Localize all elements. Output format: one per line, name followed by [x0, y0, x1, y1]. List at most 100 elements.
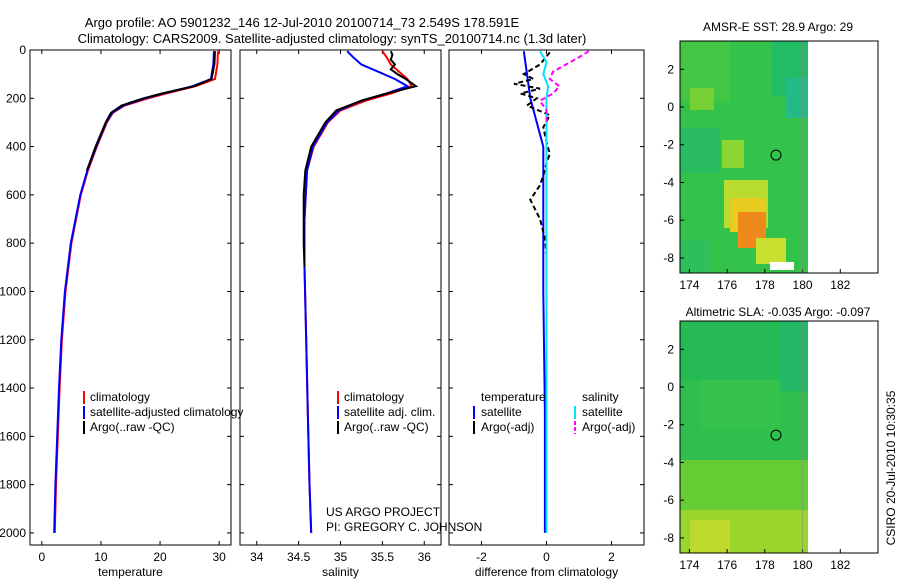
series-line-climatology: [303, 50, 414, 533]
x-tick-label: -2: [476, 550, 487, 564]
sst-map-title: AMSR-E SST: 28.9 Argo: 29: [703, 20, 853, 34]
sst-field-nodata: [770, 262, 794, 270]
temperature-panel-frame: [29, 49, 232, 546]
x-tick-label: 0: [38, 550, 45, 564]
y-tick-label: 1000: [0, 284, 26, 298]
sst-field-teal-1: [786, 78, 808, 118]
y-tick-label: 1600: [0, 429, 26, 443]
map-x-tick-label: 176: [717, 558, 737, 572]
x-axis-label: difference from climatology: [475, 565, 618, 579]
map-x-tick-label: 174: [679, 278, 699, 292]
legend-label-temp-argo: Argo(-adj): [481, 420, 534, 434]
map-y-tick-label: -2: [663, 138, 674, 152]
sla-map-field: [680, 321, 808, 553]
series-line-temperature-argo-adj-: [513, 51, 552, 256]
legend-label-climatology: climatology: [90, 390, 150, 404]
sst-map-field: [680, 41, 808, 273]
salinity-plot-area: 34 34.5 35 35.5 36 salinity: [240, 49, 441, 579]
legend-label-argo: Argo(..raw -QC): [90, 420, 175, 434]
map-x-tick-label: 176: [717, 278, 737, 292]
legend-label-sal-argo: Argo(-adj): [582, 420, 635, 434]
argo-float-marker: [770, 429, 782, 441]
legend-label-climatology: climatology: [344, 390, 404, 404]
x-tick-label: 36: [418, 550, 432, 564]
y-tick-label: 1200: [0, 333, 26, 347]
map-y-tick-label: -8: [663, 251, 674, 265]
side-timestamp: CSIRO 20-Jul-2010 10:30:35: [884, 390, 898, 545]
sst-map-axes: 174 176 178 180 182 -8 -6 -4 -2 0 2: [663, 41, 851, 292]
salinity-panel-frame: [239, 49, 442, 546]
map-x-tick-label: 182: [830, 558, 850, 572]
temperature-legend: climatology satellite-adjusted climatolo…: [83, 390, 243, 434]
sla-field-patch-mid: [700, 380, 780, 430]
sla-map-title: Altimetric SLA: -0.035 Argo: -0.097: [686, 305, 871, 319]
x-tick-label: 20: [153, 550, 167, 564]
sla-map-axes: 174 176 178 180 182 -8 -6 -4 -2 0 2: [663, 321, 851, 572]
y-tick-label: 600: [6, 188, 26, 202]
map-y-tick-label: 2: [667, 62, 674, 76]
legend-heading-temperature: temperature: [481, 390, 546, 404]
legend-label-argo: Argo(..raw -QC): [344, 420, 429, 434]
y-tick-label: 800: [6, 236, 26, 250]
map-x-tick-label: 174: [679, 558, 699, 572]
credit-line1: US ARGO PROJECT: [326, 505, 441, 519]
series-line-salinity-satellite: [539, 50, 550, 533]
legend-label-temp-satellite: satellite: [481, 405, 522, 419]
legend-label-sal-satellite: satellite: [582, 405, 623, 419]
x-axis-label: temperature: [98, 565, 163, 579]
x-tick-label: 30: [212, 550, 226, 564]
series-line-satellite-adjusted-climatology: [53, 51, 215, 533]
sst-field-teal-3: [680, 240, 710, 273]
series-line-satellite-adj-clim-: [303, 50, 410, 533]
y-tick-label: 200: [6, 91, 26, 105]
map-y-tick-label: -8: [663, 531, 674, 545]
difference-legend: temperature salinity satellite Argo(-adj…: [473, 390, 635, 434]
series-line-argo-raw-qc-: [302, 50, 419, 268]
legend-label-satellite: satellite-adjusted climatology: [90, 405, 243, 419]
x-tick-label: 2: [608, 550, 615, 564]
map-x-tick-label: 180: [793, 278, 813, 292]
sst-field-lime-3: [756, 238, 786, 264]
series-line-climatology: [53, 51, 219, 533]
y-tick-label: 1800: [0, 478, 26, 492]
temperature-plot-area: 0 200 400 600 800 1000 1200 1400 1600 1800 2000 0 10…: [0, 43, 231, 579]
x-tick-label: 35: [334, 550, 348, 564]
map-y-tick-label: 2: [667, 342, 674, 356]
map-y-tick-label: -4: [663, 175, 674, 189]
sst-field-lime-1: [722, 140, 744, 168]
sla-field-teal: [780, 321, 808, 391]
figure-title-line2: Climatology: CARS2009. Satellite-adjuste…: [78, 31, 587, 46]
figure-title-line1: Argo profile: AO 5901232_146 12-Jul-2010…: [85, 15, 520, 30]
sla-field-yellow: [690, 520, 730, 553]
series-line-argo-raw-qc-: [85, 51, 216, 172]
x-tick-label: 34: [250, 550, 264, 564]
sst-field-teal-2: [680, 128, 720, 173]
legend-label-satellite: satellite adj. clim.: [344, 405, 435, 419]
series-line-temperature-satellite: [522, 51, 546, 533]
map-y-tick-label: -6: [663, 493, 674, 507]
y-tick-label: 1400: [0, 381, 26, 395]
argo-float-marker: [770, 149, 782, 161]
x-tick-label: 35.5: [371, 550, 395, 564]
map-y-tick-label: 0: [667, 380, 674, 394]
y-tick-label: 0: [19, 43, 26, 57]
x-axis-label: salinity: [322, 565, 359, 579]
map-x-tick-label: 180: [793, 558, 813, 572]
y-tick-label: 400: [6, 140, 26, 154]
map-x-tick-label: 178: [755, 558, 775, 572]
map-y-tick-label: -4: [663, 455, 674, 469]
x-tick-label: 0: [543, 550, 550, 564]
sst-field-lime-2: [690, 88, 714, 110]
sla-map-frame: [679, 320, 879, 554]
salinity-legend: climatology satellite adj. clim. Argo(..…: [337, 390, 435, 434]
y-tick-label: 2000: [0, 526, 26, 540]
sst-map-frame: [679, 40, 879, 274]
x-tick-label: 34.5: [287, 550, 311, 564]
credit-line2: PI: GREGORY C. JOHNSON: [326, 520, 482, 534]
map-y-tick-label: 0: [667, 100, 674, 114]
map-x-tick-label: 182: [830, 278, 850, 292]
series-line-salinity-argo-adj-: [538, 50, 590, 123]
legend-heading-salinity: salinity: [582, 390, 619, 404]
